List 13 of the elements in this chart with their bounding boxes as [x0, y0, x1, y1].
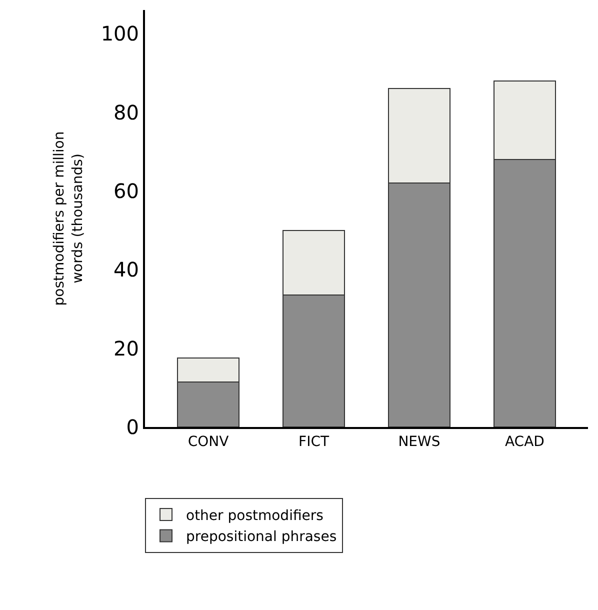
legend-label: prepositional phrases [186, 529, 337, 546]
y-tick-label: 60 [114, 178, 139, 203]
x-tick-label: CONV [188, 434, 230, 450]
x-tick-label: NEWS [398, 434, 440, 450]
y-axis-title: postmodifiers per million words (thousands) [52, 131, 86, 306]
y-tick-label: 40 [114, 258, 139, 282]
x-tick-label: FICT [298, 434, 330, 450]
y-tick-label: 80 [114, 100, 139, 124]
y-tick-label: 0 [126, 415, 139, 439]
x-tick-label: ACAD [504, 434, 544, 450]
y-tick-label: 100 [100, 22, 139, 46]
y-tick-label: 20 [114, 336, 139, 360]
legend-label: other postmodifiers [186, 508, 324, 524]
